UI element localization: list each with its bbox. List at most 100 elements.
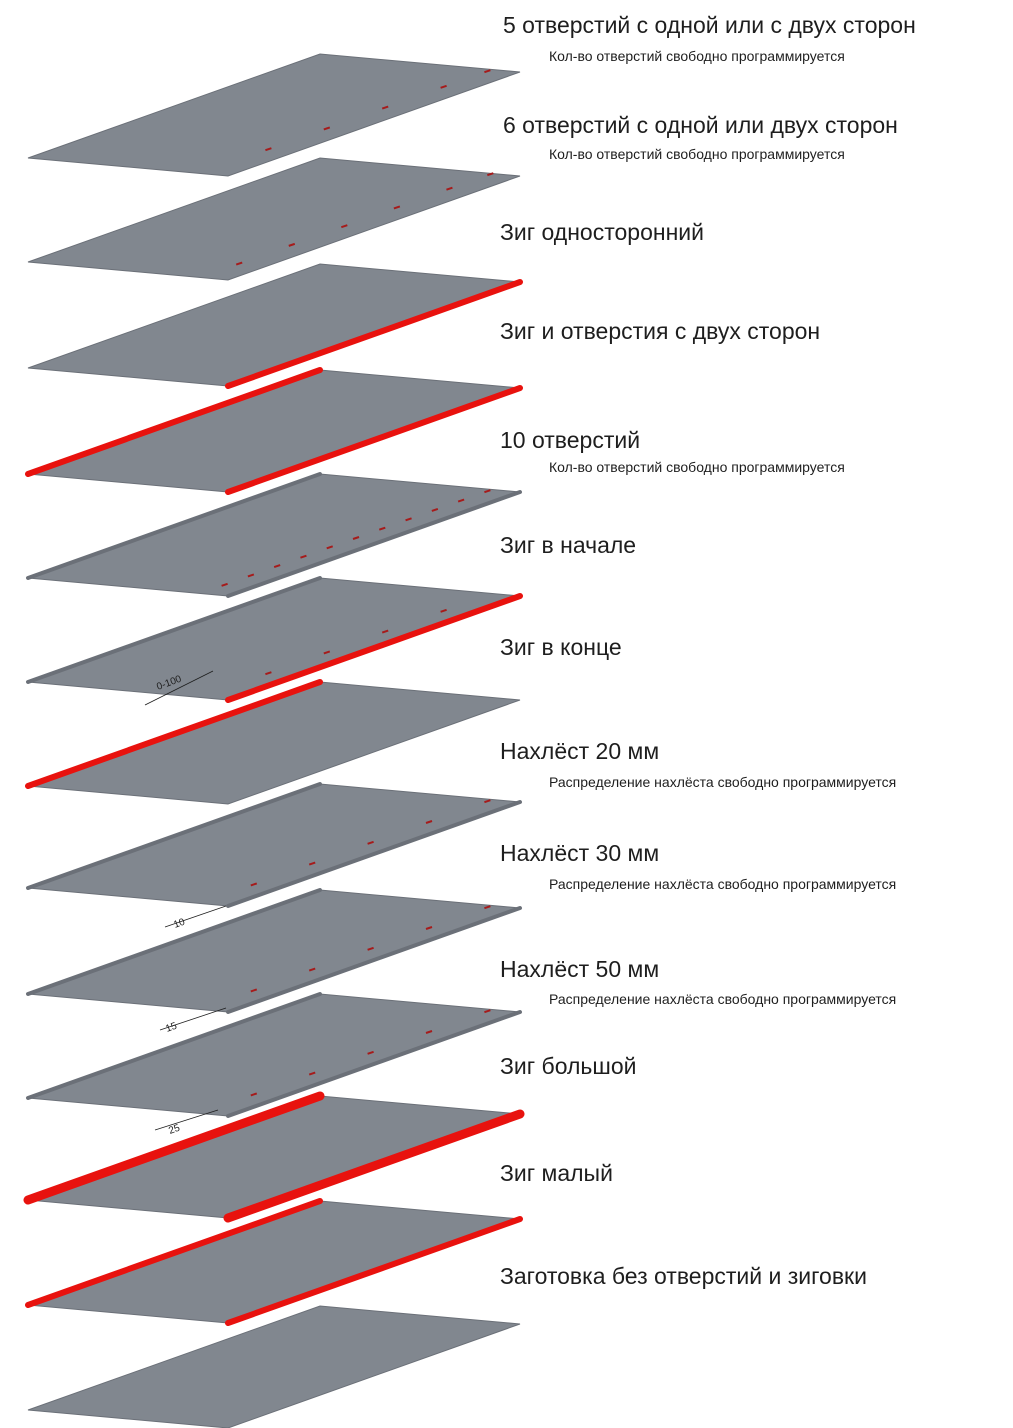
sheet-plate bbox=[27, 157, 521, 281]
hole-mark bbox=[247, 573, 255, 578]
bead-left bbox=[26, 782, 322, 890]
bead-left bbox=[25, 679, 323, 789]
variant-note: Распределение нахлёста свободно программ… bbox=[549, 876, 897, 892]
variant-title: Зиг большой bbox=[500, 1053, 637, 1079]
variant-note: Кол-во отверстий свободно программируетс… bbox=[549, 459, 845, 475]
hole-mark bbox=[250, 1092, 258, 1097]
variant-title: 5 отверстий с одной или с двух сторон bbox=[503, 12, 916, 38]
sheet-zig-large bbox=[23, 1091, 525, 1223]
sheet-overlap-20 bbox=[26, 782, 522, 908]
variant-title: Зиг в конце bbox=[500, 634, 622, 660]
hole-mark bbox=[352, 536, 360, 540]
variant-note: Распределение нахлёста свободно программ… bbox=[549, 774, 897, 790]
variant-title: 6 отверстий с одной или двух сторон bbox=[503, 112, 898, 138]
hole-mark bbox=[323, 650, 331, 655]
hole-mark bbox=[425, 820, 433, 824]
bead-left bbox=[23, 1091, 325, 1205]
variant-title: Нахлёст 30 мм bbox=[500, 840, 660, 866]
hole-mark bbox=[235, 261, 243, 266]
variant-title: Зиг односторонний bbox=[500, 219, 704, 245]
hole-mark bbox=[440, 608, 447, 613]
hole-mark bbox=[484, 799, 491, 804]
dimension-label: 25 bbox=[167, 1123, 182, 1137]
bead-right bbox=[226, 1010, 522, 1118]
hole-mark bbox=[405, 517, 412, 522]
hole-mark bbox=[440, 84, 447, 89]
bead-right bbox=[226, 490, 522, 598]
hole-mark bbox=[484, 69, 491, 74]
dimension-line bbox=[154, 1109, 219, 1131]
dimension-annotation: 25 bbox=[154, 1109, 219, 1137]
hole-mark bbox=[381, 105, 389, 110]
dimension-line bbox=[159, 1007, 227, 1031]
bead-right bbox=[226, 906, 522, 1014]
hole-mark bbox=[323, 126, 331, 131]
sheet-zig-small bbox=[25, 1198, 523, 1326]
hole-mark bbox=[250, 882, 258, 887]
dimension-annotation: 15 bbox=[159, 1007, 227, 1035]
hole-mark bbox=[326, 545, 334, 550]
hole-mark bbox=[446, 186, 453, 191]
bead-right bbox=[225, 279, 523, 389]
variant-title: Зиг и отверстия с двух сторон bbox=[500, 318, 821, 344]
dimension-annotation: 10 bbox=[164, 905, 227, 931]
hole-mark bbox=[341, 224, 348, 229]
dimension-line bbox=[164, 905, 227, 928]
sheet-zig-start bbox=[26, 576, 523, 703]
bead-left bbox=[25, 1198, 323, 1308]
hole-mark bbox=[393, 205, 401, 210]
hole-mark bbox=[221, 582, 228, 587]
hole-mark bbox=[273, 564, 281, 569]
bead-right bbox=[225, 1216, 523, 1326]
sheet-zig-end bbox=[25, 679, 521, 805]
sheet-overlap-50 bbox=[26, 992, 522, 1118]
hole-mark bbox=[367, 840, 374, 845]
bead-left bbox=[25, 367, 323, 477]
hole-mark bbox=[367, 1050, 374, 1055]
hole-mark bbox=[308, 967, 316, 972]
hole-mark bbox=[378, 526, 386, 531]
bead-right bbox=[225, 385, 523, 495]
sheet-10-holes bbox=[26, 472, 522, 598]
hole-mark bbox=[308, 1071, 316, 1076]
variant-note: Распределение нахлёста свободно программ… bbox=[549, 991, 897, 1007]
hole-mark bbox=[381, 629, 389, 634]
sheet-5-holes bbox=[27, 53, 521, 177]
hole-mark bbox=[431, 507, 439, 512]
variant-title: Нахлёст 20 мм bbox=[500, 738, 660, 764]
hole-mark bbox=[484, 489, 491, 494]
sheet-plate bbox=[27, 1305, 521, 1428]
variant-note: Кол-во отверстий свободно программируетс… bbox=[549, 146, 845, 162]
sheet-plate bbox=[27, 53, 521, 177]
dimension-label: 10 bbox=[172, 917, 187, 931]
hole-mark bbox=[457, 498, 465, 503]
bead-right bbox=[225, 593, 523, 703]
hole-mark bbox=[265, 671, 272, 676]
hole-mark bbox=[425, 1030, 433, 1034]
variant-note: Кол-во отверстий свободно программируетс… bbox=[549, 48, 845, 64]
hole-mark bbox=[487, 172, 494, 177]
sheet-overlap-30 bbox=[26, 888, 522, 1014]
hole-mark bbox=[425, 926, 433, 930]
hole-mark bbox=[367, 946, 374, 951]
hole-mark bbox=[265, 147, 272, 152]
dimension-label: 15 bbox=[164, 1021, 179, 1035]
sheet-blank bbox=[27, 1305, 521, 1428]
bead-right bbox=[223, 1109, 525, 1223]
hole-mark bbox=[300, 554, 307, 559]
variant-title: Зиг в начале bbox=[500, 532, 637, 558]
hole-mark bbox=[250, 988, 258, 993]
bead-left bbox=[26, 888, 322, 996]
bead-left bbox=[26, 576, 322, 684]
hole-mark bbox=[308, 861, 316, 866]
hole-mark bbox=[484, 905, 491, 910]
hole-mark bbox=[484, 1009, 491, 1014]
hole-mark bbox=[288, 242, 296, 247]
sheet-zig-one-side bbox=[27, 263, 523, 389]
bead-right bbox=[226, 800, 522, 908]
sheet-6-holes bbox=[27, 157, 521, 281]
variant-title: Заготовка без отверстий и зиговки bbox=[500, 1263, 867, 1289]
variant-title: 10 отверстий bbox=[500, 427, 641, 453]
variant-title: Нахлёст 50 мм bbox=[500, 956, 660, 982]
